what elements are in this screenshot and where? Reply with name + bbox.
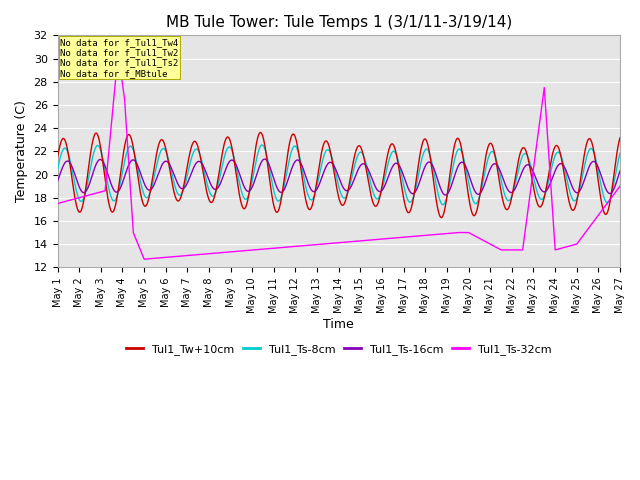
Y-axis label: Temperature (C): Temperature (C)	[15, 100, 28, 202]
Text: No data for f_Tul1_Tw4
No data for f_Tul1_Tw2
No data for f_Tul1_Ts2
No data for: No data for f_Tul1_Tw4 No data for f_Tul…	[60, 37, 179, 78]
Title: MB Tule Tower: Tule Temps 1 (3/1/11-3/19/14): MB Tule Tower: Tule Temps 1 (3/1/11-3/19…	[166, 15, 512, 30]
X-axis label: Time: Time	[323, 318, 354, 332]
Legend: Tul1_Tw+10cm, Tul1_Ts-8cm, Tul1_Ts-16cm, Tul1_Ts-32cm: Tul1_Tw+10cm, Tul1_Ts-8cm, Tul1_Ts-16cm,…	[122, 339, 556, 359]
